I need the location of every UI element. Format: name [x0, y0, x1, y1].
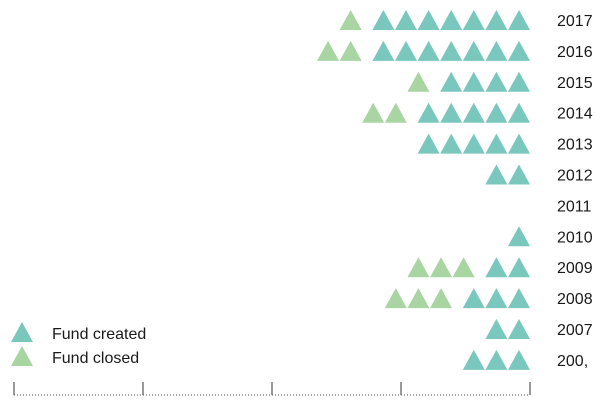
row-2017: 2017: [339, 10, 593, 30]
fund-closed-triangle: [317, 40, 340, 61]
fund-closed-triangle: [407, 288, 430, 309]
fund-created-triangle: [485, 102, 508, 123]
legend-label: Fund created: [52, 326, 146, 343]
year-label: 2017: [557, 13, 593, 30]
fund-created-triangle: [462, 102, 485, 123]
year-label: 2011: [557, 198, 592, 215]
fund-created-triangle: [417, 40, 440, 61]
fund-created-triangle: [508, 102, 530, 123]
fund-closed-triangle: [407, 257, 430, 278]
fund-closed-triangle: [339, 10, 362, 30]
fund-created-triangle: [508, 164, 530, 185]
fund-closed-triangle: [362, 102, 385, 123]
fund-created-triangle: [485, 164, 508, 185]
fund-created-triangle: [462, 71, 485, 92]
fund-created-triangle: [485, 257, 508, 278]
fund-created-triangle: [485, 288, 508, 309]
row-2016: 2016: [317, 40, 593, 61]
fund-created-triangle: [395, 40, 417, 61]
fund-created-triangle: [440, 40, 463, 61]
row-2014: 2014: [362, 102, 593, 123]
legend-item: Fund created: [11, 322, 146, 343]
row-2009: 2009: [407, 257, 593, 278]
year-label: 2007: [557, 322, 593, 339]
fund-created-triangle: [395, 10, 417, 30]
legend: Fund created Fund closed: [11, 322, 146, 367]
fund-created-triangle: [485, 71, 508, 92]
row-2015: 2015: [407, 71, 593, 92]
row-2007: 2007: [485, 319, 593, 339]
fund-created-triangle: [508, 40, 530, 61]
fund-created-triangle: [462, 133, 485, 154]
fund-created-triangle: [462, 10, 485, 30]
fund-closed-triangle: [452, 257, 475, 278]
row-2012: 2012: [485, 164, 593, 185]
row-2011: 2011: [557, 198, 592, 215]
fund-created-triangle: [417, 102, 440, 123]
fund-created-triangle: [508, 257, 530, 278]
fund-created-triangle: [417, 10, 440, 30]
fund-created-triangle: [462, 40, 485, 61]
fund-created-triangle: [485, 40, 508, 61]
fund-created-triangle: [508, 10, 530, 30]
legend-label: Fund closed: [52, 350, 139, 367]
fund-created-triangle: [485, 349, 508, 370]
fund-closed-legend-icon: [11, 346, 33, 366]
fund-created-legend-icon: [11, 322, 33, 342]
fund-created-triangle: [440, 102, 463, 123]
year-label: 2010: [557, 229, 593, 246]
legend-item: Fund closed: [11, 346, 139, 367]
fund-closed-triangle: [384, 102, 407, 123]
year-label: 200,: [557, 353, 588, 370]
row-200,: 200,: [462, 349, 588, 370]
fund-created-triangle: [372, 40, 395, 61]
fund-created-triangle: [485, 133, 508, 154]
row-2013: 2013: [417, 133, 593, 154]
fund-created-triangle: [462, 288, 485, 309]
fund-created-triangle: [440, 133, 463, 154]
fund-created-triangle: [417, 133, 440, 154]
bottom-axis: [13, 382, 531, 396]
pictogram-rows: 2017 2016 2015 2014 2013 2012 2011 2010 2009 2008…: [317, 10, 593, 370]
fund-created-triangle: [508, 133, 530, 154]
fund-closed-triangle: [384, 288, 407, 309]
fund-created-triangle: [485, 319, 508, 339]
fund-created-triangle: [462, 349, 485, 370]
row-2010: 2010: [508, 226, 593, 247]
fund-created-triangle: [508, 349, 530, 370]
year-label: 2013: [557, 137, 593, 154]
row-2008: 2008: [384, 288, 593, 309]
year-label: 2014: [557, 106, 593, 123]
year-label: 2008: [557, 291, 593, 308]
fund-created-triangle: [372, 10, 395, 30]
fund-closed-triangle: [407, 71, 430, 92]
year-label: 2016: [557, 44, 593, 61]
fund-closed-triangle: [430, 257, 453, 278]
fund-created-triangle: [485, 10, 508, 30]
fund-closed-triangle: [339, 40, 362, 61]
year-label: 2012: [557, 168, 593, 185]
year-label: 2009: [557, 260, 593, 277]
fund-created-triangle: [508, 288, 530, 309]
fund-created-triangle: [508, 71, 530, 92]
fund-created-triangle: [508, 226, 530, 247]
fund-closed-triangle: [430, 288, 453, 309]
year-label: 2015: [557, 75, 593, 92]
fund-created-triangle: [440, 71, 463, 92]
fund-created-triangle: [440, 10, 463, 30]
fund-created-triangle: [508, 319, 530, 339]
